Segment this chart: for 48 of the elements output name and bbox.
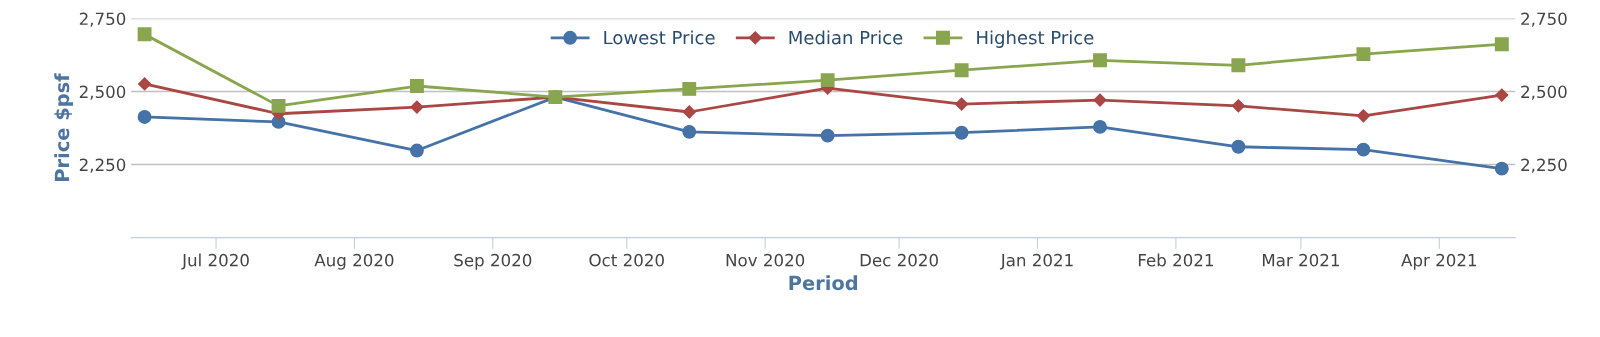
y2-tick-label: 2,250 bbox=[1521, 158, 1567, 173]
y2-tick-label: 2,750 bbox=[1521, 12, 1567, 27]
point bbox=[1093, 53, 1107, 68]
y-tick-label: 2,250 bbox=[79, 158, 126, 173]
point bbox=[955, 97, 969, 111]
x-tick-label: Jul 2020 bbox=[181, 253, 249, 270]
point bbox=[137, 110, 152, 124]
point bbox=[820, 73, 835, 88]
x-tick-label: Mar 2021 bbox=[1262, 253, 1339, 267]
point bbox=[954, 125, 969, 140]
legend-label: Lowest Price bbox=[604, 30, 715, 45]
point bbox=[954, 63, 969, 78]
point bbox=[682, 105, 696, 119]
point bbox=[1356, 142, 1371, 157]
y2-tick-label: 2,500 bbox=[1521, 85, 1567, 100]
legend-label: Highest Price bbox=[977, 30, 1094, 48]
point bbox=[1093, 119, 1107, 134]
x-tick-label: Nov 2020 bbox=[726, 253, 805, 267]
y-axis-title: Price $psf bbox=[54, 73, 74, 182]
x-tick-label: Feb 2021 bbox=[1138, 253, 1213, 267]
point bbox=[682, 81, 697, 96]
x-axis-title: Period bbox=[789, 275, 858, 291]
point bbox=[409, 79, 424, 93]
point bbox=[1231, 58, 1246, 73]
point bbox=[1356, 47, 1371, 62]
point bbox=[271, 98, 286, 113]
x-tick-label: Sep 2020 bbox=[454, 253, 532, 270]
point bbox=[137, 27, 152, 42]
point bbox=[1231, 99, 1245, 113]
point bbox=[1494, 37, 1509, 52]
x-tick-label: Aug 2020 bbox=[314, 253, 394, 270]
x-tick-label: Apr 2021 bbox=[1401, 253, 1477, 270]
x-tick-label: Oct 2020 bbox=[589, 253, 664, 267]
point bbox=[409, 143, 424, 158]
point bbox=[410, 100, 424, 114]
y-tick-label: 2,500 bbox=[79, 85, 126, 100]
x-tick-label: Jan 2021 bbox=[999, 253, 1073, 270]
point bbox=[820, 128, 835, 143]
y-tick-label: 2,750 bbox=[79, 12, 126, 27]
point bbox=[1495, 88, 1509, 102]
x-tick-label: Dec 2020 bbox=[860, 253, 938, 267]
point bbox=[682, 124, 697, 139]
point bbox=[138, 77, 152, 91]
point bbox=[1093, 93, 1107, 107]
point bbox=[1356, 109, 1370, 123]
point bbox=[1494, 161, 1509, 176]
point bbox=[1231, 139, 1246, 154]
legend-label: Median Price bbox=[789, 30, 903, 45]
